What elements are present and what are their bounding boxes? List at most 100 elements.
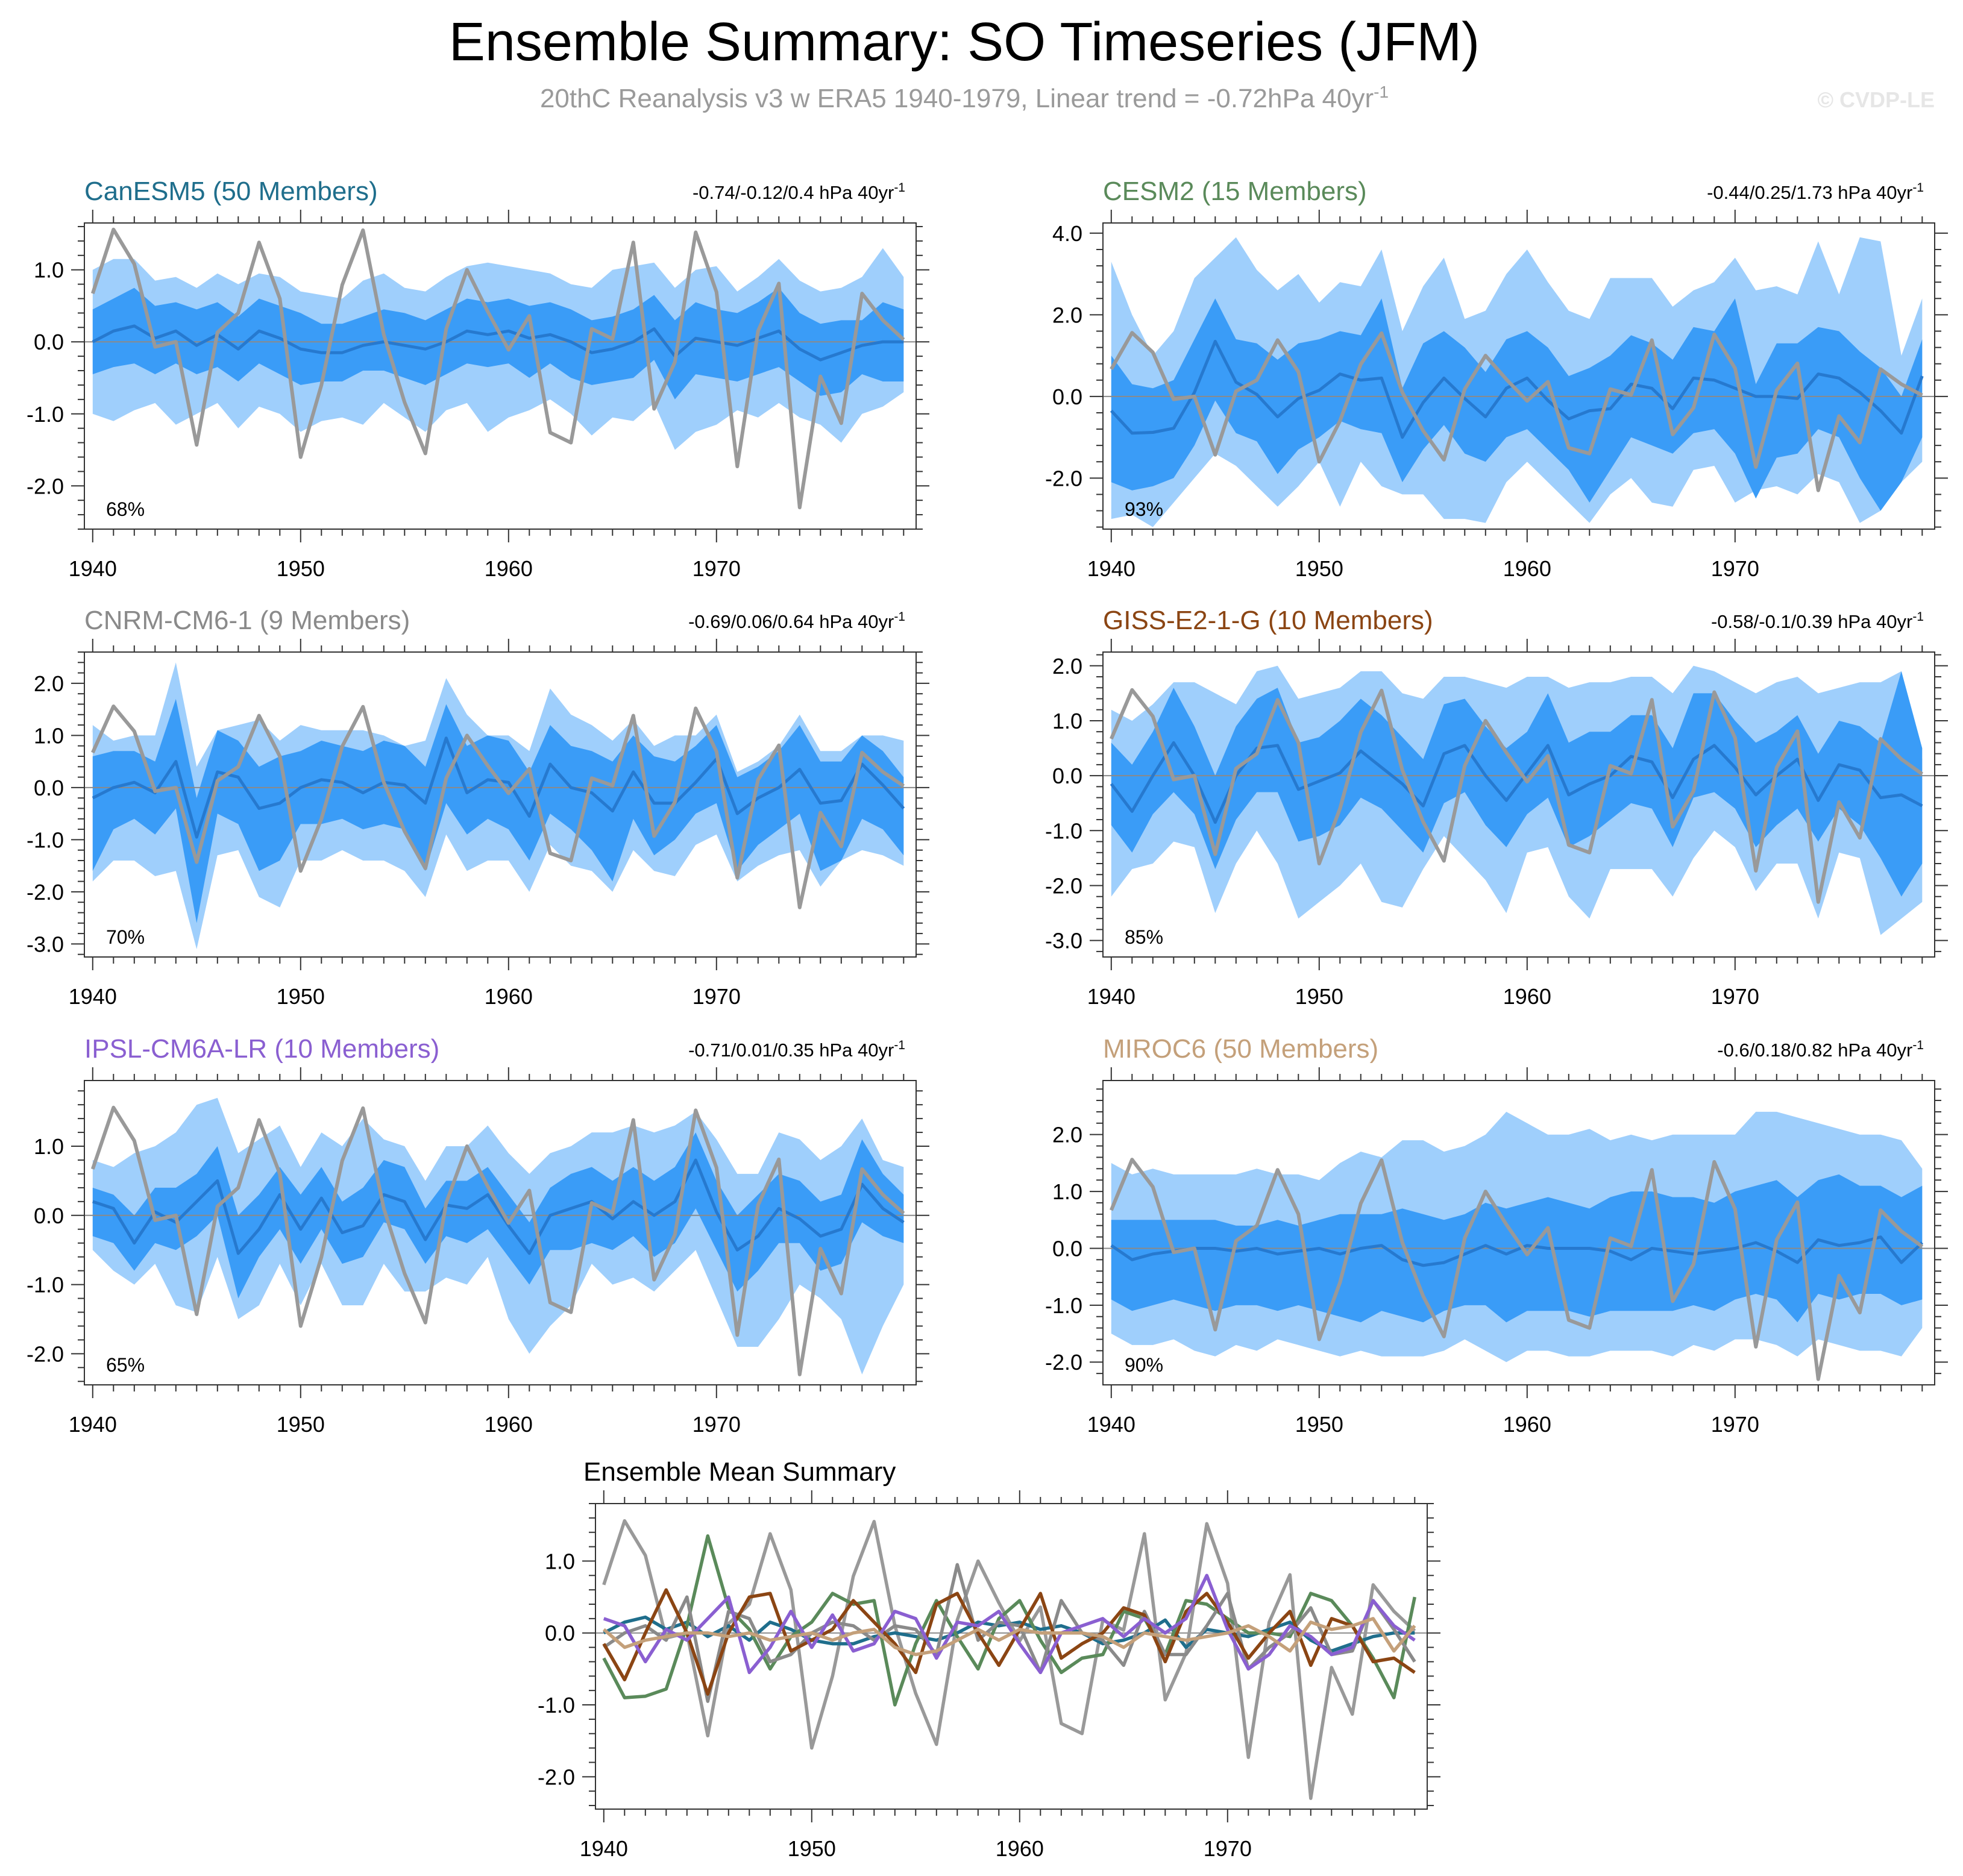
trend-superscript: -1 xyxy=(1912,610,1924,624)
plot-area xyxy=(595,1519,1427,1800)
x-tick-label: 1970 xyxy=(693,1412,741,1437)
trend-label: -0.71/0.01/0.35 hPa 40yr-1 xyxy=(688,1038,905,1061)
x-tick-label: 1970 xyxy=(1711,984,1759,1009)
x-tick-label: 1950 xyxy=(277,984,325,1009)
panel-ensemble-mean: Ensemble Mean Summary 1940 1950 1960 1970 1.0… xyxy=(538,1457,1440,1861)
inner-spread-band xyxy=(92,698,904,923)
plot-frame xyxy=(1102,1080,1935,1385)
y-tick-label: -3.0 xyxy=(1045,929,1082,953)
x-tick-label: 1970 xyxy=(693,556,741,581)
plot-frame xyxy=(1102,651,1935,958)
ensemble-mean-line xyxy=(92,1158,905,1255)
observed-line xyxy=(90,1105,905,1376)
trend-text: -0.69/0.06/0.64 hPa 40yr xyxy=(688,611,894,632)
x-tick-label: 1970 xyxy=(1711,1412,1759,1437)
y-tick-label: 0.0 xyxy=(34,330,64,354)
plot-frame xyxy=(84,651,917,958)
panel-title: IPSL-CM6A-LR (10 Members) xyxy=(84,1034,439,1064)
y-tick-label: 0.0 xyxy=(34,1203,64,1228)
inner-spread-band xyxy=(92,287,904,400)
subtitle: 20thC Reanalysis v3 w ERA5 1940-1979, Li… xyxy=(540,83,1389,113)
y-tick-label: 0.0 xyxy=(1052,384,1082,409)
panel-title: Ensemble Mean Summary xyxy=(583,1457,896,1487)
x-tick-label: 1970 xyxy=(1711,556,1759,581)
x-tick-label: 1940 xyxy=(69,556,117,581)
x-tick-label: 1940 xyxy=(580,1836,628,1861)
series-line-giss-e2-1-g xyxy=(602,1588,1416,1696)
y-tick-label: -2.0 xyxy=(27,880,64,905)
trend-text: -0.6/0.18/0.82 hPa 40yr xyxy=(1717,1040,1912,1061)
y-tick-label: 1.0 xyxy=(1052,1179,1082,1204)
panel-miroc6: MIROC6 (50 Members) -0.6/0.18/0.82 hPa 40… xyxy=(1045,1034,1948,1437)
percentage-label: 90% xyxy=(1125,1354,1163,1376)
panel-title: CESM2 (15 Members) xyxy=(1103,177,1367,206)
y-tick-label: -2.0 xyxy=(27,1341,64,1366)
y-tick-label: 0.0 xyxy=(1052,1236,1082,1261)
plot-frame xyxy=(84,222,917,530)
main-title: Ensemble Summary: SO Timeseries (JFM) xyxy=(449,12,1480,72)
x-tick-label: 1950 xyxy=(788,1836,836,1861)
panel-title: CanESM5 (50 Members) xyxy=(84,177,378,206)
x-tick-label: 1960 xyxy=(485,984,533,1009)
plot-area xyxy=(1103,237,1935,527)
y-tick-label: 2.0 xyxy=(1052,1123,1082,1147)
plot-frame xyxy=(1102,222,1935,530)
x-tick-label: 1960 xyxy=(1503,556,1551,581)
trend-superscript: -1 xyxy=(894,1038,905,1052)
x-tick-label: 1940 xyxy=(69,984,117,1009)
observed-line xyxy=(90,227,905,510)
panel-giss-e2-1-g: GISS-E2-1-G (10 Members) -0.58/-0.1/0.39 … xyxy=(1045,606,1948,1009)
y-tick-label: 1.0 xyxy=(34,258,64,283)
observed-line xyxy=(1110,688,1924,904)
y-tick-label: -1.0 xyxy=(27,827,64,852)
plot-frame xyxy=(84,1080,917,1385)
panel-title: CNRM-CM6-1 (9 Members) xyxy=(84,606,410,635)
trend-label: -0.44/0.25/1.73 hPa 40yr-1 xyxy=(1707,181,1924,203)
x-tick-label: 1940 xyxy=(1087,1412,1135,1437)
percentage-label: 70% xyxy=(106,926,145,948)
trend-text: -0.71/0.01/0.35 hPa 40yr xyxy=(688,1040,894,1061)
percentage-label: 93% xyxy=(1125,498,1163,520)
y-tick-label: 1.0 xyxy=(34,1134,64,1159)
y-tick-label: -1.0 xyxy=(27,402,64,427)
observed-line xyxy=(91,704,905,909)
x-tick-label: 1950 xyxy=(1295,556,1343,581)
y-tick-label: -2.0 xyxy=(27,474,64,498)
percentage-label: 85% xyxy=(1125,926,1163,948)
trend-label: -0.6/0.18/0.82 hPa 40yr-1 xyxy=(1717,1038,1924,1061)
ensemble-mean-line xyxy=(1110,1235,1924,1267)
plot-area xyxy=(84,1097,916,1376)
x-tick-label: 1960 xyxy=(1503,984,1551,1009)
y-tick-label: 1.0 xyxy=(545,1549,575,1573)
percentage-label: 68% xyxy=(106,498,145,520)
y-tick-label: -3.0 xyxy=(27,932,64,956)
trend-text: -0.44/0.25/1.73 hPa 40yr xyxy=(1707,182,1912,203)
y-tick-label: -1.0 xyxy=(27,1273,64,1297)
ensemble-mean-line xyxy=(1110,339,1924,439)
panel-ipsl-cm6a-lr: IPSL-CM6A-LR (10 Members) -0.71/0.01/0.35… xyxy=(27,1034,929,1437)
panel-title: MIROC6 (50 Members) xyxy=(1103,1034,1378,1064)
y-tick-label: 4.0 xyxy=(1052,221,1082,246)
y-tick-label: 0.0 xyxy=(545,1621,575,1646)
y-tick-label: -2.0 xyxy=(1045,1350,1082,1375)
y-tick-label: -2.0 xyxy=(1045,466,1082,491)
x-tick-label: 1950 xyxy=(277,1412,325,1437)
panel-cesm2: CESM2 (15 Members) -0.44/0.25/1.73 hPa 40… xyxy=(1045,177,1948,581)
x-tick-label: 1960 xyxy=(485,1412,533,1437)
trend-label: -0.58/-0.1/0.39 hPa 40yr-1 xyxy=(1711,610,1924,632)
trend-label: -0.69/0.06/0.64 hPa 40yr-1 xyxy=(688,610,905,632)
x-tick-label: 1940 xyxy=(1087,556,1135,581)
x-tick-label: 1960 xyxy=(485,556,533,581)
y-tick-label: 2.0 xyxy=(1052,303,1082,327)
subtitle-superscript: -1 xyxy=(1374,83,1389,101)
y-tick-label: -1.0 xyxy=(1045,1293,1082,1318)
y-tick-label: -1.0 xyxy=(1045,818,1082,843)
panel-canesm5: CanESM5 (50 Members) -0.74/-0.12/0.4 hPa … xyxy=(27,177,929,581)
x-tick-label: 1970 xyxy=(693,984,741,1009)
x-tick-label: 1960 xyxy=(996,1836,1044,1861)
series-line-cesm2 xyxy=(602,1534,1416,1707)
plot-area xyxy=(84,227,916,510)
trend-superscript: -1 xyxy=(1912,181,1924,195)
observed-line xyxy=(1110,331,1923,492)
